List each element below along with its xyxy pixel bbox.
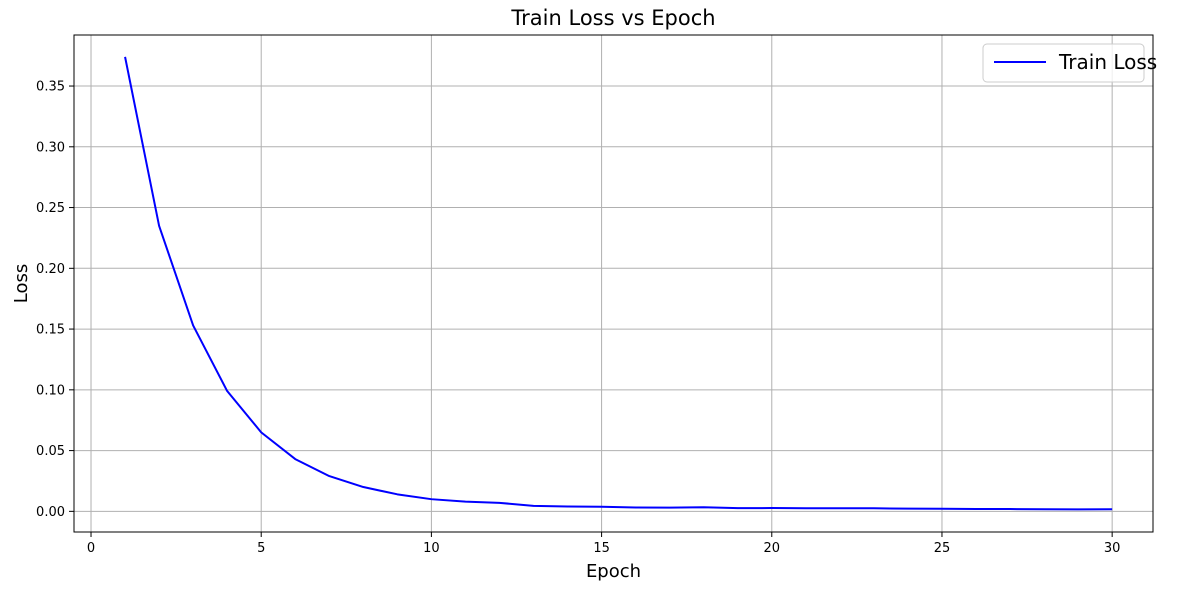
data-point (498, 502, 500, 504)
y-axis-label: Loss (11, 264, 32, 303)
y-tick-label: 0.35 (36, 80, 65, 95)
data-point (464, 501, 466, 503)
data-point (975, 508, 977, 510)
data-point (737, 507, 739, 509)
data-point (396, 493, 398, 495)
y-tick-label: 0.05 (36, 444, 65, 459)
y-tick-label: 0.25 (36, 201, 65, 216)
data-point (430, 498, 432, 500)
data-point (294, 458, 296, 460)
x-tick-label: 20 (764, 541, 781, 556)
x-tick-label: 5 (257, 541, 265, 556)
chart-title: Train Loss vs Epoch (510, 6, 715, 30)
data-point (941, 508, 943, 510)
data-point (839, 507, 841, 509)
data-point (158, 225, 160, 227)
axis-ticks: 0 5 10 15 20 25 30 0.00 0.05 0.10 0.15 0.20 0.25 0.30… (36, 80, 1120, 556)
data-point (771, 507, 773, 509)
data-point (1111, 508, 1113, 510)
data-point (362, 486, 364, 488)
data-point (226, 390, 228, 392)
data-point (601, 506, 603, 508)
data-point (703, 506, 705, 508)
x-axis-label: Epoch (586, 561, 641, 582)
data-point (328, 475, 330, 477)
data-point (124, 56, 126, 58)
data-point (669, 507, 671, 509)
x-tick-label: 30 (1104, 541, 1121, 556)
y-tick-label: 0.10 (36, 383, 65, 398)
x-tick-label: 10 (423, 541, 440, 556)
y-tick-label: 0.20 (36, 262, 65, 277)
legend-series-label: Train Loss (1058, 50, 1157, 74)
x-tick-label: 25 (934, 541, 951, 556)
y-tick-label: 0.30 (36, 140, 65, 155)
data-point (1077, 508, 1079, 510)
data-point (533, 505, 535, 507)
data-point (567, 505, 569, 507)
series-line-train-loss (124, 56, 1113, 511)
y-tick-label: 0.00 (36, 505, 65, 520)
legend-box (982, 43, 1145, 83)
data-point (873, 507, 875, 509)
plot-area-frame (73, 34, 1154, 533)
data-point (192, 324, 194, 326)
x-tick-label: 15 (593, 541, 610, 556)
y-tick-label: 0.15 (36, 323, 65, 338)
data-point (907, 508, 909, 510)
data-point (260, 431, 262, 433)
grid (74, 35, 1153, 532)
data-point (1043, 508, 1045, 510)
data-point (805, 507, 807, 509)
legend: Train Loss (982, 43, 1157, 83)
series-layer (124, 56, 1113, 511)
data-point (635, 506, 637, 508)
x-tick-label: 0 (87, 541, 95, 556)
data-point (1009, 508, 1011, 510)
